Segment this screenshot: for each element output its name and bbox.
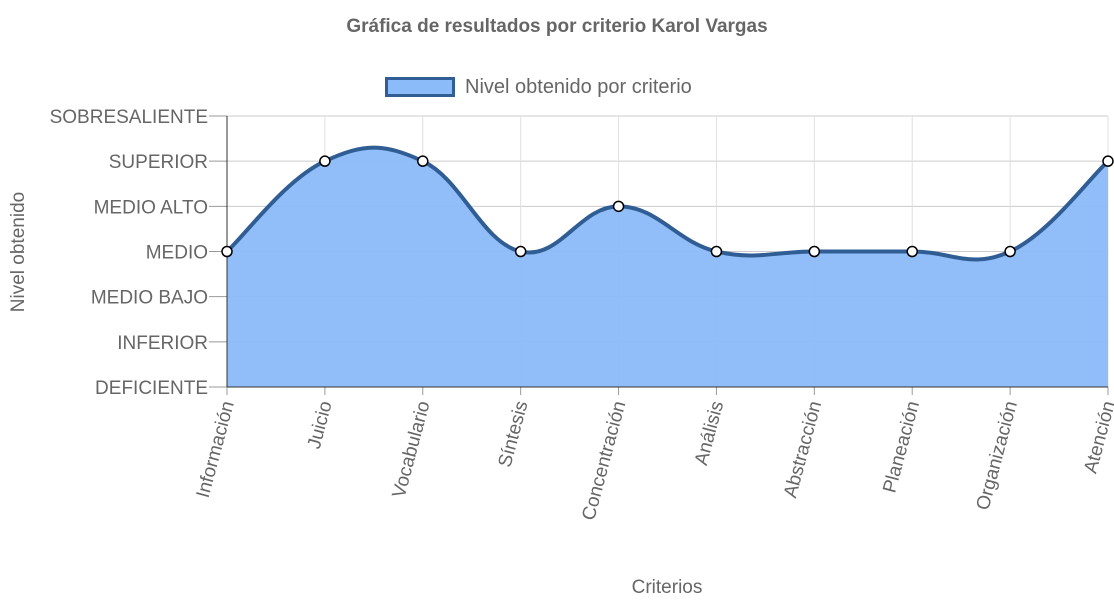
legend-swatch [385,77,455,97]
x-tick-label: Análisis [691,399,728,468]
x-tick-label: Juicio [304,399,337,451]
x-axis-title: Criterios [631,577,703,598]
x-tick-label: Síntesis [495,399,533,470]
data-point[interactable] [514,245,527,258]
x-tick-label: Concentración [578,399,630,523]
chart-title: Gráfica de resultados por criterio Karol… [346,16,768,37]
legend[interactable]: Nivel obtenido por criterio [385,73,692,101]
x-tick-label: Atención [1080,399,1114,476]
x-tick-label: Abstracción [780,399,826,500]
y-tick-label: SOBRESALIENTE [50,107,208,128]
x-tick-label: Organización [973,399,1022,513]
x-tick-label: Información [193,399,239,500]
data-point[interactable] [221,245,233,258]
legend-label: Nivel obtenido por criterio [465,75,692,98]
data-point[interactable] [1004,245,1016,258]
data-point[interactable] [710,245,723,258]
x-tick-labels: Información Juicio Vocabulario Síntesis Conc… [193,399,1114,523]
y-tick-label: DEFICIENTE [95,378,208,399]
y-tick-labels: DEFICIENTE INFERIOR MEDIO BAJO MEDIO MEDIO A… [50,107,208,399]
data-point[interactable] [319,155,331,167]
points-layer [221,155,1114,258]
y-tick-label: MEDIO BAJO [91,288,208,309]
data-point[interactable] [906,245,918,258]
x-tick-label: Vocabulario [389,399,435,500]
data-point[interactable] [1102,155,1114,167]
data-point[interactable] [417,155,429,167]
y-tick-label: MEDIO ALTO [94,197,208,218]
series-area [227,147,1108,387]
y-tick-label: INFERIOR [117,333,208,354]
y-tick-label: SUPERIOR [109,152,208,173]
x-tick-label: Planeación [879,399,924,495]
y-tick-label: MEDIO [146,243,208,264]
data-point[interactable] [612,200,625,213]
data-point[interactable] [808,245,821,258]
series-line [225,145,1110,262]
area-layer [225,145,1110,387]
